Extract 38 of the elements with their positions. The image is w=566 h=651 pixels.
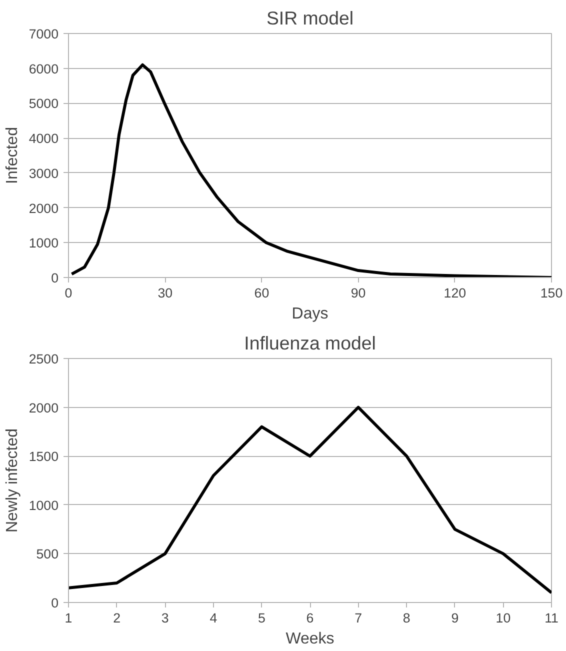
y-tick-label: 1000 (28, 236, 59, 251)
x-tick-label: 4 (210, 610, 218, 626)
x-tick-label: 5 (258, 610, 266, 626)
y-tick-label: 7000 (28, 26, 59, 42)
x-tick-label: 3 (161, 610, 169, 626)
y-tick-label: 0 (51, 596, 59, 610)
x-tick-label: 7 (354, 610, 362, 626)
x-tick-label: 2 (113, 610, 121, 626)
chart-title: SIR model (266, 8, 354, 28)
y-axis-title: Newly infected (4, 428, 21, 533)
y-tick-label: 2000 (28, 400, 59, 416)
x-tick-label: 8 (402, 610, 410, 626)
y-tick-label: 4000 (28, 131, 59, 146)
x-tick-label: 0 (64, 286, 72, 300)
x-tick-label: 6 (306, 610, 314, 626)
x-tick-label: 10 (496, 610, 511, 626)
y-tick-label: 2000 (28, 200, 59, 216)
y-axis-title: Infected (4, 127, 21, 184)
line-series (68, 406, 552, 594)
x-tick-label: 11 (544, 610, 558, 626)
x-axis-title: Days (292, 306, 328, 322)
y-tick-label: 1000 (28, 498, 59, 513)
y-tick-label: 500 (36, 546, 59, 562)
x-tick-label: 30 (158, 286, 173, 300)
x-tick-label: 1 (64, 610, 72, 626)
x-tick-label: 150 (540, 286, 563, 300)
y-tick-label: 6000 (28, 61, 59, 76)
x-tick-label: 60 (254, 286, 270, 300)
y-tick-label: 3000 (28, 166, 59, 181)
y-tick-label: 5000 (28, 96, 59, 112)
x-axis-title: Weeks (286, 630, 334, 648)
x-tick-label: 9 (451, 610, 459, 626)
x-tick-label: 90 (350, 286, 366, 300)
y-tick-label: 1500 (28, 449, 59, 464)
chart-title: Influenza model (244, 332, 376, 354)
x-tick-label: 120 (444, 286, 466, 300)
y-tick-label: 0 (51, 270, 59, 286)
y-tick-label: 2500 (28, 352, 59, 366)
